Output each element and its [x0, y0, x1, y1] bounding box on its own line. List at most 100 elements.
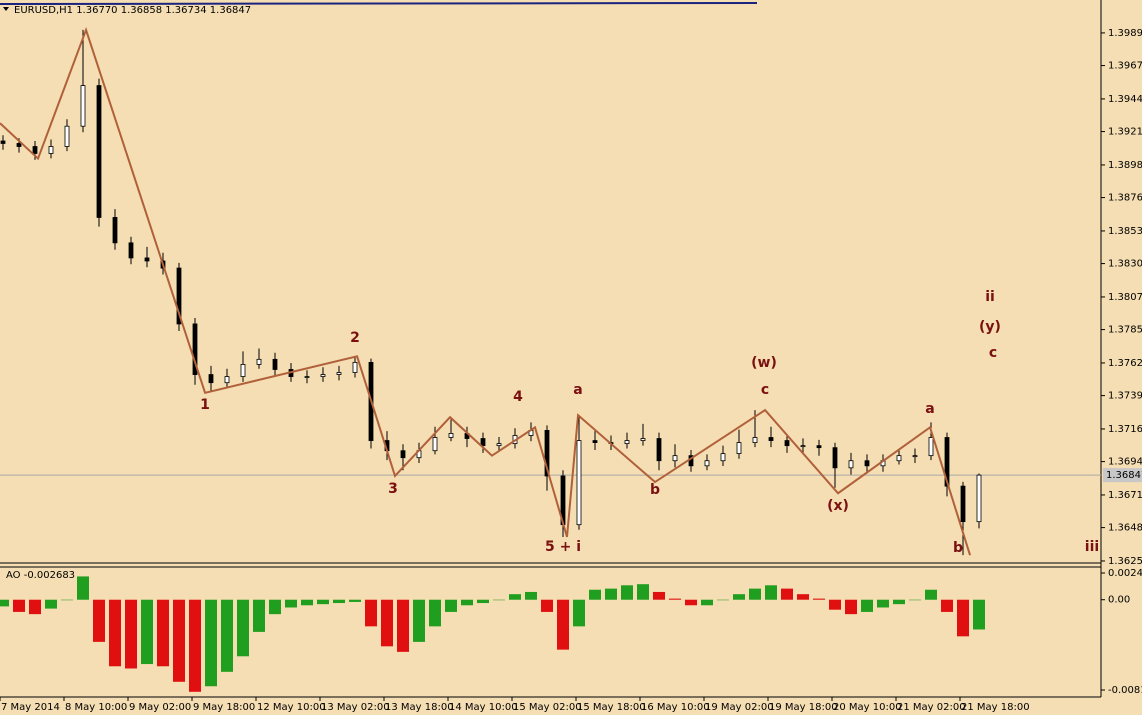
candle-body [912, 455, 918, 458]
ao-bar [781, 588, 793, 600]
candle-body [144, 257, 150, 262]
ao-bar [125, 599, 137, 669]
ao-bar [669, 598, 681, 600]
candle-body [208, 374, 214, 384]
y-tick-label: 1.39670 [1108, 61, 1142, 72]
candle-body [704, 460, 710, 467]
y-tick-label: 1.38075 [1108, 292, 1142, 303]
ao-bar [589, 589, 601, 600]
candle-body [128, 242, 134, 259]
ao-bar [653, 591, 665, 600]
y-tick-label: 1.39895 [1108, 28, 1142, 39]
ao-bar [269, 599, 281, 615]
candle-body [784, 440, 790, 447]
candle-body [48, 146, 54, 154]
x-tick-label: 12 May 10:00 [257, 702, 326, 713]
x-tick-label: 7 May 2014 [1, 702, 60, 713]
candle-body [832, 447, 838, 469]
last-price-label: 1.36847 [1106, 470, 1142, 481]
candle-body [256, 358, 262, 365]
x-tick-label: 15 May 02:00 [513, 702, 582, 713]
candle-body [64, 125, 70, 147]
candle-body [448, 433, 454, 438]
wave-label: c [761, 382, 769, 398]
ao-bar [733, 594, 745, 600]
candle-body [176, 267, 182, 325]
ao-bar [461, 599, 473, 606]
ao-bar [157, 599, 169, 667]
ao-bar [845, 599, 857, 615]
candle-body [976, 474, 982, 523]
ao-bar [189, 599, 201, 692]
wave-label: 5 + i [545, 539, 581, 555]
ao-bar [397, 599, 409, 652]
ao-bar [557, 599, 569, 650]
candle-body [352, 361, 358, 373]
ao-bar [333, 599, 345, 604]
x-tick-label: 21 May 18:00 [961, 702, 1030, 713]
candle-body [896, 455, 902, 462]
wave-label: (x) [827, 498, 849, 514]
ao-bar [141, 599, 153, 665]
candle-body [656, 438, 662, 462]
indicator-title: AO -0.002683 [6, 570, 75, 581]
candle-body [496, 443, 502, 447]
x-tick-label: 16 May 10:00 [641, 702, 710, 713]
y-tick-label: 1.37165 [1108, 424, 1142, 435]
ao-bar [301, 599, 313, 606]
ao-bar [573, 599, 585, 627]
wave-label: 2 [350, 330, 360, 346]
ao-bar [525, 591, 537, 600]
candle-body [672, 455, 678, 462]
x-tick-label: 13 May 18:00 [385, 702, 454, 713]
y-tick-label: 0.00 [1108, 595, 1130, 606]
candle-body [32, 146, 38, 154]
ao-bar [221, 599, 233, 672]
ao-bar [509, 594, 521, 600]
candle-body [272, 358, 278, 370]
last-price-box [1103, 468, 1142, 483]
candle-body [336, 372, 342, 375]
y-tick-label: 1.38530 [1108, 226, 1142, 237]
ao-bar [477, 599, 489, 604]
candle-body [112, 217, 118, 244]
candle-body [624, 440, 630, 445]
candle-body [240, 364, 246, 377]
ao-bar [13, 599, 25, 612]
ao-bar [93, 599, 105, 642]
wave-line [0, 26, 971, 556]
menu-arrow [3, 7, 9, 11]
candle-body [640, 438, 646, 441]
ao-bar [637, 584, 649, 600]
wave-label: b [650, 482, 660, 498]
wave-label: 4 [513, 389, 523, 405]
candle-body [96, 85, 102, 218]
trend-object [0, 2, 758, 5]
candle-body [400, 450, 406, 459]
ao-bar [909, 599, 921, 601]
ao-bar [381, 599, 393, 647]
y-tick-label: 1.39440 [1108, 94, 1142, 105]
candle-body [928, 437, 934, 457]
wave-label: a [573, 382, 582, 398]
ao-bar [205, 599, 217, 687]
ao-bar [957, 599, 969, 637]
ao-bar [861, 599, 873, 612]
candle-body [800, 445, 806, 448]
ao-bar [285, 599, 297, 608]
candle-body [960, 485, 966, 523]
ao-bar [749, 588, 761, 600]
wave-label: (w) [751, 355, 777, 371]
ao-bar [429, 599, 441, 627]
candle-body [816, 445, 822, 449]
y-tick-label: 1.38305 [1108, 259, 1142, 270]
candle-body [736, 442, 742, 455]
wave-label: c [989, 345, 997, 361]
candle-body [944, 437, 950, 487]
y-tick-label: -0.00814 [1108, 685, 1142, 696]
x-tick-label: 15 May 18:00 [577, 702, 646, 713]
x-tick-label: 9 May 18:00 [193, 702, 255, 713]
candle-body [16, 143, 22, 147]
